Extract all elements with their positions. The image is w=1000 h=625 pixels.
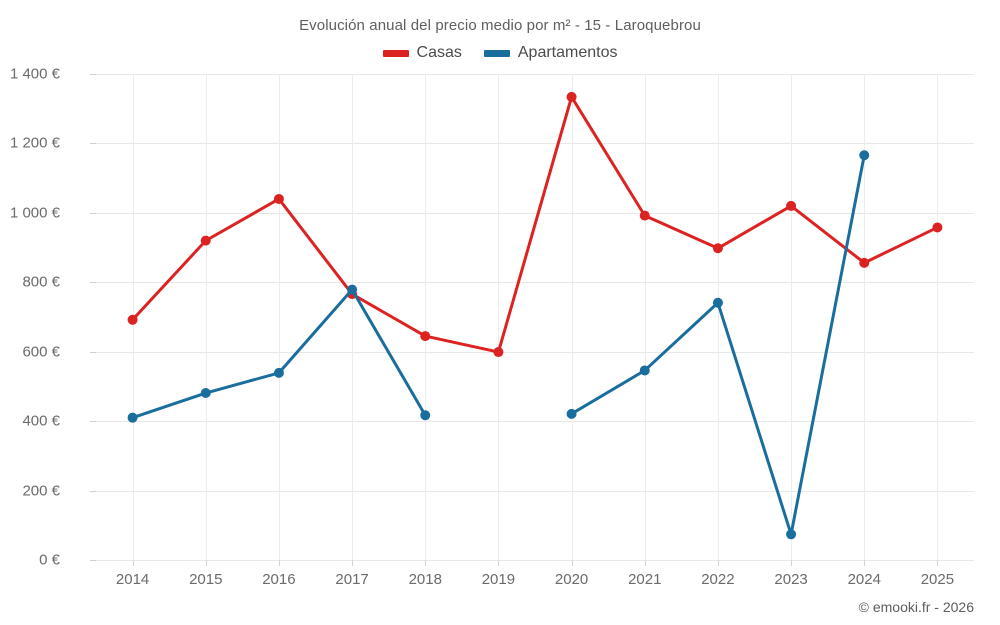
data-point-casas-2015[interactable]	[200, 235, 211, 246]
gridline-vertical	[937, 74, 939, 560]
legend-label-apartamentos: Apartamentos	[517, 44, 618, 61]
y-axis-tickmark	[90, 421, 96, 423]
gridline-vertical	[498, 74, 500, 560]
chart-title: Evolución anual del precio medio por m² …	[299, 17, 701, 34]
x-axis-tickmark	[791, 560, 793, 566]
x-axis-tick-label: 2022	[701, 571, 735, 588]
gridline-vertical	[864, 74, 866, 560]
data-point-apartamentos-2021[interactable]	[639, 365, 650, 376]
data-point-casas-2022[interactable]	[712, 243, 723, 254]
y-axis-tick-label: 0 €	[39, 551, 60, 569]
series-line-apartamentos	[570, 153, 866, 536]
y-axis-tickmark	[90, 560, 96, 561]
data-point-casas-2016[interactable]	[273, 193, 284, 204]
data-point-apartamentos-2018[interactable]	[420, 410, 431, 421]
gridline-vertical	[717, 74, 719, 560]
y-axis-tick-label: 800 €	[22, 273, 60, 291]
gridline-horizontal	[96, 490, 974, 492]
legend-swatch-icon	[483, 49, 510, 57]
gridline-vertical	[571, 74, 573, 560]
x-axis-tickmark	[571, 560, 573, 566]
y-axis-tickmark	[90, 282, 96, 284]
data-point-casas-2025[interactable]	[932, 222, 943, 233]
footer-credit: © emooki.fr - 2026	[858, 599, 974, 615]
x-axis-tickmark	[352, 560, 354, 566]
y-axis-tickmark	[90, 212, 96, 214]
x-axis-tickmark	[937, 560, 939, 566]
x-axis-tick-label: 2023	[774, 571, 808, 588]
gridline-horizontal	[96, 74, 974, 75]
series-line-casas	[131, 95, 939, 354]
data-point-casas-2021[interactable]	[639, 210, 650, 221]
y-axis-tick-label: 200 €	[22, 482, 60, 500]
legend-item-casas[interactable]: Casas	[382, 44, 462, 61]
legend-swatch-icon	[382, 49, 409, 57]
gridline-horizontal	[96, 560, 974, 561]
gridline-horizontal	[96, 351, 974, 353]
y-axis-tickmark	[90, 490, 96, 492]
x-axis-tickmark	[132, 560, 134, 566]
x-axis-tick-label: 2019	[481, 571, 516, 588]
x-axis-tickmark	[644, 560, 646, 566]
x-axis-tickmark	[425, 560, 427, 566]
legend-label-casas: Casas	[416, 44, 462, 61]
series-lines	[127, 91, 943, 540]
y-axis-tickmark	[90, 143, 96, 145]
y-axis-tick-label: 400 €	[22, 412, 60, 430]
x-axis-tickmark	[717, 560, 719, 566]
x-axis-tick-label: 2017	[335, 571, 369, 588]
x-axis-tickmark	[498, 560, 500, 566]
data-point-casas-2019[interactable]	[493, 347, 504, 358]
y-axis-tick-label: 1 000 €	[9, 204, 60, 222]
data-point-apartamentos-2020[interactable]	[566, 408, 577, 419]
y-axis-tickmark	[90, 351, 96, 353]
series-line-apartamentos	[131, 288, 427, 420]
x-axis-tickmark	[278, 560, 280, 566]
x-axis-tick-label: 2016	[262, 571, 296, 588]
gridline-horizontal	[96, 143, 974, 145]
x-axis-tick-label: 2020	[554, 571, 589, 588]
data-point-apartamentos-2017[interactable]	[347, 284, 358, 295]
y-axis-tick-label: 1 400 €	[9, 65, 60, 83]
gridline-vertical	[352, 74, 354, 560]
gridline-horizontal	[96, 421, 974, 423]
gridline-vertical	[425, 74, 427, 560]
data-point-apartamentos-2022[interactable]	[712, 297, 723, 308]
x-axis-tick-label: 2025	[920, 571, 955, 588]
x-axis-tickmark	[205, 560, 207, 566]
chart-legend: Casas Apartamentos	[0, 45, 1000, 61]
data-point-apartamentos-2014[interactable]	[127, 412, 138, 423]
data-point-apartamentos-2023[interactable]	[786, 529, 797, 540]
data-point-casas-2023[interactable]	[786, 200, 797, 211]
data-point-apartamentos-2016[interactable]	[273, 367, 284, 378]
x-axis-tickmark	[864, 560, 866, 566]
x-axis-tick-label: 2015	[189, 571, 223, 588]
x-axis-tick-label: 2024	[847, 571, 881, 588]
gridline-vertical	[205, 74, 207, 560]
y-axis-tickmark	[90, 74, 96, 75]
gridline-vertical	[644, 74, 646, 560]
legend-item-apartamentos[interactable]: Apartamentos	[483, 44, 618, 61]
data-point-casas-2014[interactable]	[127, 314, 138, 325]
gridline-horizontal	[96, 282, 974, 284]
data-point-apartamentos-2024[interactable]	[859, 150, 870, 161]
x-axis-tick-label: 2021	[628, 571, 662, 588]
data-point-casas-2024[interactable]	[859, 257, 870, 268]
y-axis-tick-label: 600 €	[22, 343, 60, 361]
gridline-vertical	[278, 74, 280, 560]
data-point-casas-2018[interactable]	[420, 331, 431, 342]
y-axis-tick-label: 1 200 €	[9, 134, 60, 152]
plot-area: 0 € 200 € 400 € 600 € 800 € 1 000 € 1 200 € 1 4…	[10, 66, 974, 588]
gridline-horizontal	[96, 212, 974, 214]
x-axis-tick-label: 2014	[115, 571, 150, 588]
data-point-casas-2020[interactable]	[566, 91, 577, 102]
gridline-vertical	[791, 74, 793, 560]
data-point-apartamentos-2015[interactable]	[200, 388, 211, 399]
x-axis-tick-label: 2018	[408, 571, 442, 588]
